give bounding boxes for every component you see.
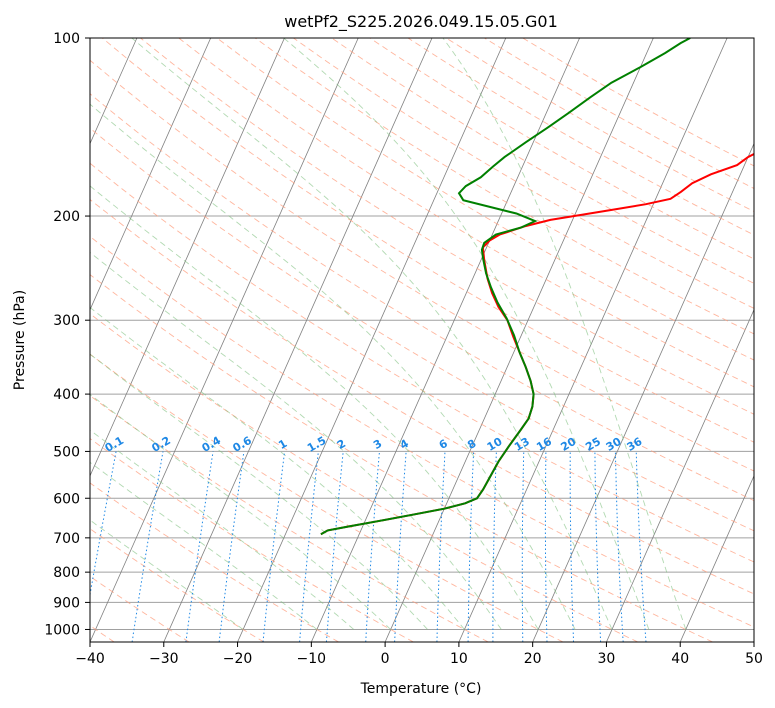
y-tick-label: 600 bbox=[53, 491, 80, 507]
temperature-line bbox=[320, 152, 754, 536]
axes: −40 −30 −20 −10 0 10 20 30 40 50 100 200 300 400 500 60… bbox=[44, 31, 763, 667]
mixing-ratio-line bbox=[218, 451, 245, 642]
moist-adiabat bbox=[90, 461, 318, 630]
dry-adiabat bbox=[293, 38, 754, 309]
dry-adiabat bbox=[522, 38, 754, 167]
isotherm-line bbox=[532, 142, 754, 642]
moist-adiabat bbox=[442, 38, 687, 630]
x-tick-label: 30 bbox=[598, 651, 616, 667]
isotherm-line bbox=[384, 38, 654, 642]
isotherm-line bbox=[237, 38, 507, 642]
mixing-ratio-line bbox=[90, 451, 117, 598]
dry-adiabat bbox=[90, 274, 713, 642]
mixing-ratio-label: 8 bbox=[465, 437, 478, 452]
dry-adiabat bbox=[90, 93, 754, 502]
dry-adiabat bbox=[90, 482, 339, 642]
moist-adiabat bbox=[90, 519, 244, 630]
dry-adiabat bbox=[90, 313, 638, 642]
mixing-ratio-label: 1 bbox=[276, 437, 289, 452]
dry-adiabat bbox=[90, 59, 754, 472]
y-axis-label: Pressure (hPa) bbox=[12, 290, 28, 390]
mixing-ratio-line bbox=[299, 451, 319, 642]
plot-area: 0.1 0.2 0.4 0.6 1 1.5 2 3 4 6 8 10 13 16 20 25 30 36 bbox=[0, 38, 754, 642]
dry-adiabat bbox=[90, 353, 564, 642]
mixing-ratio-line bbox=[394, 451, 407, 642]
moist-adiabat bbox=[90, 185, 539, 630]
moist-adiabat bbox=[90, 353, 428, 630]
dewpoint-line bbox=[320, 38, 691, 536]
dry-adiabat bbox=[369, 38, 754, 260]
isotherm-line bbox=[0, 38, 63, 642]
y-tick-label: 500 bbox=[53, 444, 80, 460]
x-tick-label: −20 bbox=[223, 651, 253, 667]
x-tick-label: −30 bbox=[149, 651, 179, 667]
dry-adiabat bbox=[331, 38, 754, 284]
isotherm-line bbox=[163, 38, 433, 642]
x-tick-label: 40 bbox=[671, 651, 689, 667]
mixing-ratio-line bbox=[569, 451, 574, 642]
y-tick-label: 800 bbox=[53, 565, 80, 581]
y-tick-label: 200 bbox=[53, 209, 80, 225]
mixing-ratio-line bbox=[262, 451, 286, 642]
dry-adiabat bbox=[178, 38, 754, 388]
isotherm-line bbox=[679, 474, 754, 642]
dry-adiabat bbox=[102, 38, 754, 443]
y-tick-label: 100 bbox=[53, 31, 80, 47]
dry-adiabat bbox=[445, 38, 754, 212]
x-tick-label: 0 bbox=[381, 651, 390, 667]
mixing-ratio-line bbox=[594, 451, 602, 642]
x-tick-label: 20 bbox=[524, 651, 542, 667]
y-tick-label: 300 bbox=[53, 313, 80, 329]
isotherm-line bbox=[458, 38, 728, 642]
dry-adiabat bbox=[90, 198, 754, 595]
mixing-ratio-line bbox=[185, 451, 214, 642]
dry-adiabat bbox=[90, 127, 754, 532]
moist-adiabat bbox=[283, 38, 650, 630]
x-tick-label: −10 bbox=[297, 651, 327, 667]
x-axis-label: Temperature (°C) bbox=[360, 681, 482, 697]
y-tick-label: 400 bbox=[53, 387, 80, 403]
mixing-ratio-line bbox=[467, 451, 475, 642]
mixing-ratio-label: 4 bbox=[398, 437, 411, 452]
plot-frame bbox=[89, 37, 755, 643]
isotherm-line bbox=[90, 38, 138, 145]
dry-adiabat bbox=[216, 38, 754, 361]
mixing-ratio-line bbox=[365, 451, 380, 642]
dry-adiabat bbox=[90, 162, 754, 563]
isotherm-line bbox=[606, 308, 754, 642]
y-tick-label: 700 bbox=[53, 531, 80, 547]
mixing-ratio-line bbox=[635, 451, 647, 642]
dry-adiabat bbox=[407, 38, 754, 236]
dry-adiabat bbox=[90, 575, 190, 642]
moist-adiabat bbox=[90, 251, 502, 630]
chart-title: wetPf2_S225.2026.049.15.05.G01 bbox=[284, 12, 558, 32]
isotherm-line bbox=[753, 641, 754, 642]
y-tick-label: 1000 bbox=[44, 622, 80, 638]
mixing-ratio-label: 3 bbox=[371, 437, 384, 452]
isotherm-line bbox=[90, 38, 285, 477]
dry-adiabat bbox=[90, 438, 414, 642]
moist-adiabat bbox=[90, 306, 465, 630]
x-tick-label: 50 bbox=[745, 651, 763, 667]
isotherm-line bbox=[90, 38, 359, 642]
isotherm-line bbox=[310, 38, 580, 642]
moist-adiabat bbox=[131, 38, 613, 630]
moist-adiabat bbox=[90, 393, 392, 630]
y-tick-label: 900 bbox=[53, 595, 80, 611]
mixing-ratio-line bbox=[492, 451, 497, 642]
isotherm-line bbox=[90, 38, 212, 311]
dry-adiabat bbox=[90, 235, 754, 628]
x-tick-label: −40 bbox=[75, 651, 105, 667]
mixing-ratio-line bbox=[131, 451, 164, 642]
x-tick-label: 10 bbox=[450, 651, 468, 667]
moist-adiabat bbox=[90, 103, 576, 630]
dry-adiabat bbox=[140, 38, 754, 415]
moist-adiabat bbox=[90, 429, 355, 630]
